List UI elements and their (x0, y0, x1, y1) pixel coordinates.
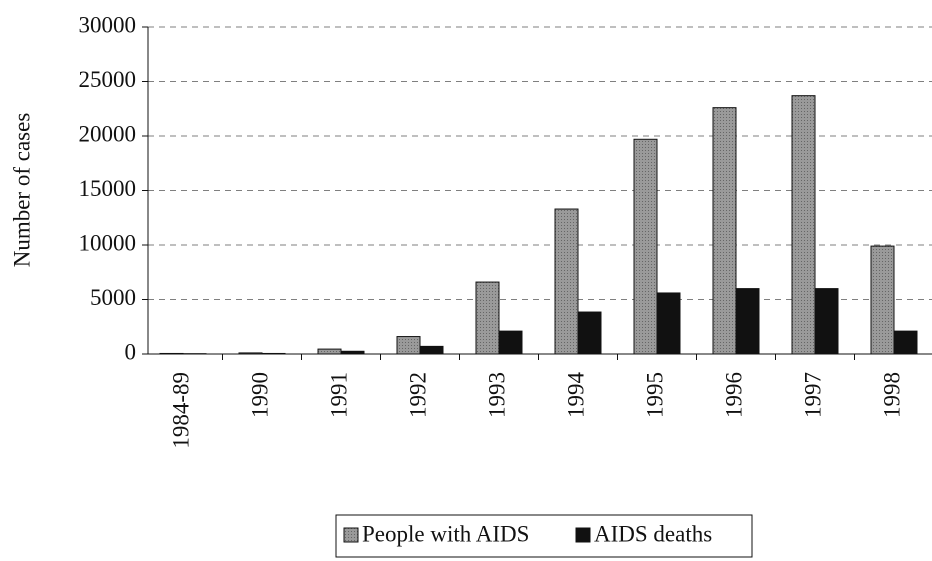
bar (317, 348, 342, 355)
x-tick-label: 1996 (721, 372, 746, 418)
bar (396, 336, 421, 355)
x-tick-label: 1994 (563, 372, 588, 419)
legend-label: People with AIDS (362, 521, 529, 546)
x-tick-label: 1997 (800, 372, 825, 418)
bar (419, 345, 444, 355)
y-tick-label: 25000 (79, 67, 137, 92)
bar (340, 350, 365, 355)
x-tick-label: 1993 (484, 372, 509, 418)
x-tick-label: 1995 (642, 372, 667, 418)
bar (870, 245, 895, 355)
bar (261, 352, 286, 355)
y-tick-label: 10000 (79, 230, 137, 255)
x-tick-label: 1984-89 (168, 372, 193, 449)
legend-swatch (343, 527, 359, 543)
legend-label: AIDS deaths (594, 521, 712, 546)
y-tick-label: 20000 (79, 121, 137, 146)
bar (791, 95, 816, 355)
bar (475, 281, 500, 355)
x-tick-label: 1990 (247, 372, 272, 418)
bar (577, 311, 602, 355)
bar (893, 330, 918, 355)
x-tick-label: 1998 (879, 372, 904, 418)
bar (238, 352, 263, 355)
bar (814, 288, 839, 355)
bar (735, 288, 760, 355)
y-axis-label: Number of cases (9, 113, 34, 268)
legend-swatch (575, 527, 591, 543)
y-tick-label: 15000 (79, 176, 137, 201)
bar (656, 292, 681, 355)
bar (554, 208, 579, 355)
bar (712, 107, 737, 355)
x-tick-label: 1991 (326, 372, 351, 418)
y-tick-label: 5000 (90, 285, 136, 310)
bar (633, 138, 658, 355)
legend-box (335, 514, 753, 558)
bar (159, 352, 184, 355)
bar (498, 330, 523, 355)
y-tick-label: 0 (125, 339, 137, 364)
x-tick-label: 1992 (405, 372, 430, 418)
y-tick-label: 30000 (79, 12, 137, 37)
